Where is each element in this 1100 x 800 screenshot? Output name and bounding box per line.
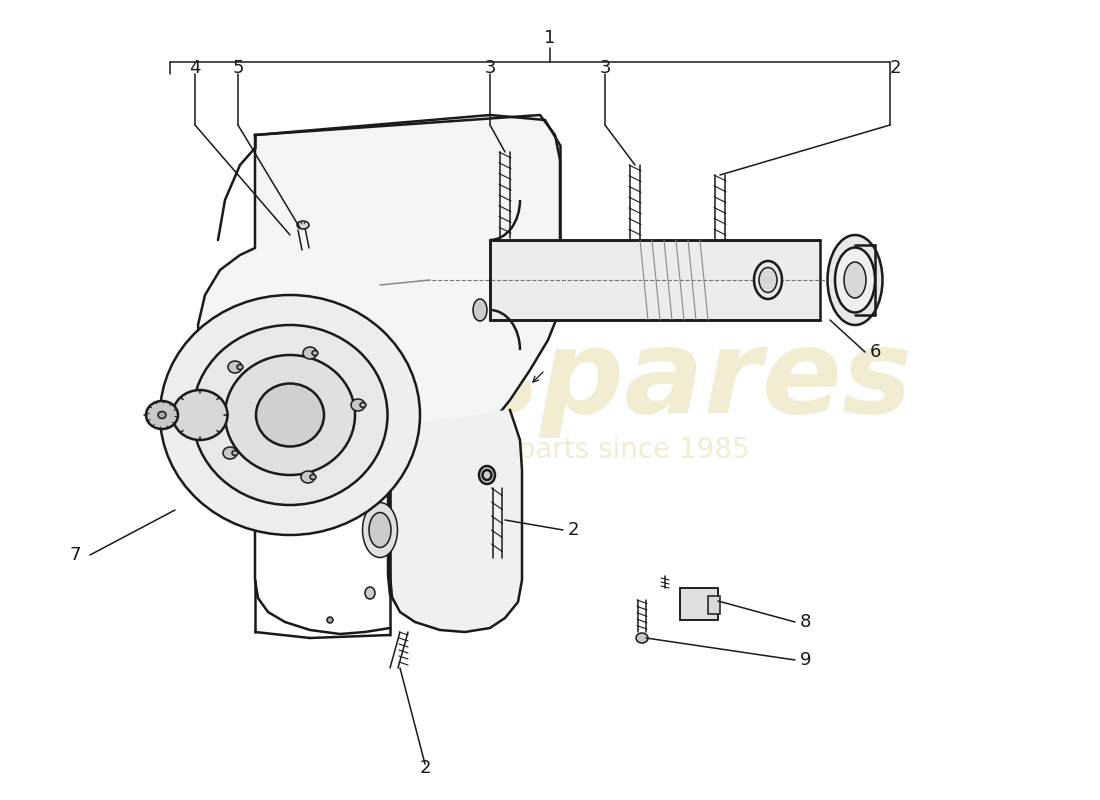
Bar bbox=[708, 596, 720, 614]
Ellipse shape bbox=[297, 221, 309, 229]
Ellipse shape bbox=[158, 411, 166, 418]
Text: 3: 3 bbox=[484, 59, 496, 77]
Text: eurospares: eurospares bbox=[167, 322, 913, 438]
Ellipse shape bbox=[312, 350, 318, 355]
Text: 5: 5 bbox=[232, 59, 244, 77]
Ellipse shape bbox=[827, 235, 882, 325]
Text: a passion for parts since 1985: a passion for parts since 1985 bbox=[330, 436, 750, 464]
Text: 9: 9 bbox=[800, 651, 812, 669]
Ellipse shape bbox=[228, 361, 242, 373]
Ellipse shape bbox=[256, 383, 324, 446]
Ellipse shape bbox=[351, 399, 365, 411]
Text: 2: 2 bbox=[568, 521, 580, 539]
Text: 6: 6 bbox=[870, 343, 881, 361]
Text: 3: 3 bbox=[600, 59, 610, 77]
Ellipse shape bbox=[223, 447, 236, 459]
Ellipse shape bbox=[160, 295, 420, 535]
Polygon shape bbox=[365, 410, 522, 632]
Ellipse shape bbox=[146, 401, 178, 429]
Ellipse shape bbox=[192, 325, 387, 505]
Ellipse shape bbox=[173, 390, 228, 440]
Text: 1: 1 bbox=[544, 29, 556, 47]
Ellipse shape bbox=[363, 502, 397, 558]
Polygon shape bbox=[198, 115, 560, 630]
Bar bbox=[680, 588, 718, 620]
Ellipse shape bbox=[365, 587, 375, 599]
Ellipse shape bbox=[473, 299, 487, 321]
Ellipse shape bbox=[301, 471, 315, 483]
Text: 8: 8 bbox=[800, 613, 812, 631]
Ellipse shape bbox=[835, 247, 874, 313]
Ellipse shape bbox=[844, 262, 866, 298]
Ellipse shape bbox=[759, 267, 777, 293]
Ellipse shape bbox=[360, 402, 366, 407]
Ellipse shape bbox=[226, 355, 355, 475]
Ellipse shape bbox=[232, 450, 238, 455]
Ellipse shape bbox=[636, 633, 648, 643]
Ellipse shape bbox=[368, 513, 390, 547]
Ellipse shape bbox=[478, 466, 495, 484]
Text: 4: 4 bbox=[189, 59, 200, 77]
Ellipse shape bbox=[302, 347, 317, 359]
Ellipse shape bbox=[236, 365, 243, 370]
Bar bbox=[490, 240, 820, 320]
Text: 2: 2 bbox=[419, 759, 431, 777]
Ellipse shape bbox=[483, 470, 492, 480]
Ellipse shape bbox=[327, 617, 333, 623]
Text: 2: 2 bbox=[889, 59, 901, 77]
Ellipse shape bbox=[754, 261, 782, 299]
Bar bbox=[680, 588, 718, 620]
Ellipse shape bbox=[310, 474, 316, 479]
Text: 7: 7 bbox=[69, 546, 80, 564]
